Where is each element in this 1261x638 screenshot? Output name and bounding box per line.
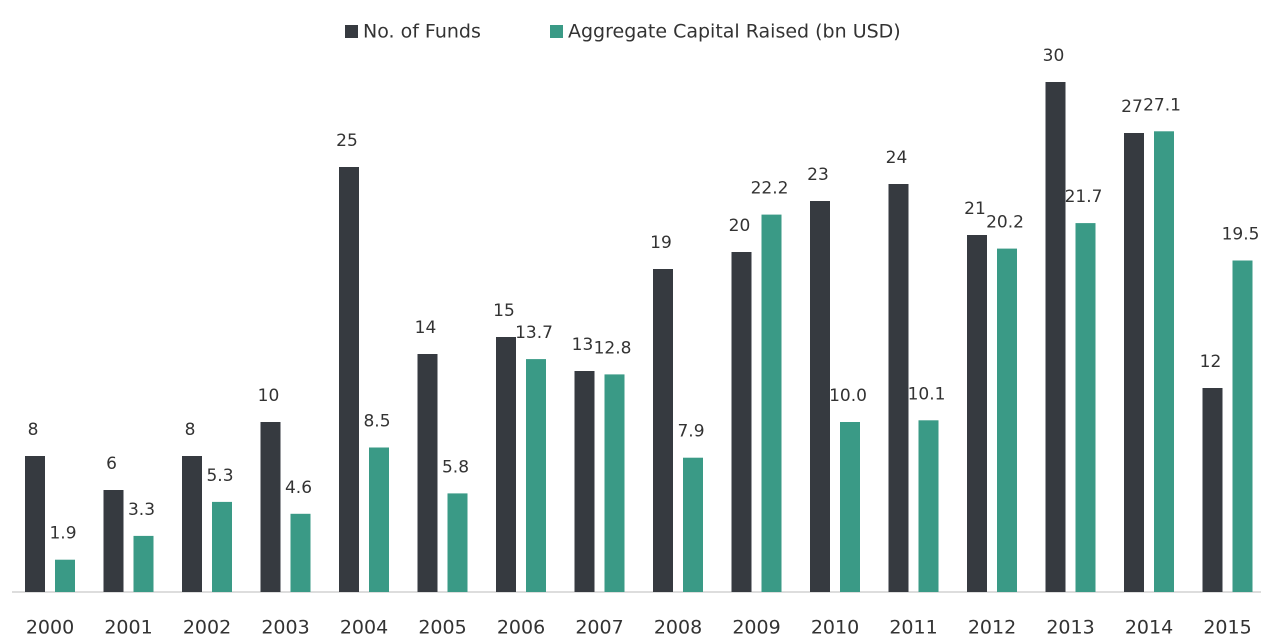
value-label: 8	[28, 420, 39, 440]
bar	[1154, 131, 1174, 593]
bar	[918, 420, 939, 592]
value-label: 12	[1200, 352, 1222, 372]
value-label: 24	[886, 148, 908, 168]
value-label: 19.5	[1222, 225, 1260, 245]
value-label: 1.9	[49, 524, 76, 544]
x-tick-label: 2011	[889, 617, 937, 638]
bar	[290, 513, 311, 592]
value-label: 27	[1121, 97, 1143, 117]
value-label: 25	[336, 131, 358, 151]
value-label: 6	[106, 454, 117, 474]
value-label: 8.5	[363, 412, 390, 432]
x-tick-label: 2013	[1046, 617, 1094, 638]
x-tick-label: 2010	[811, 617, 859, 638]
value-label: 22.2	[751, 179, 789, 199]
bar	[339, 167, 359, 592]
bar	[1202, 388, 1223, 592]
value-label: 3.3	[128, 500, 155, 520]
x-tick-label: 2015	[1203, 617, 1251, 638]
x-tick-label: 2014	[1125, 617, 1173, 638]
legend-swatch	[345, 25, 358, 38]
bar	[888, 184, 909, 592]
bar	[1075, 223, 1096, 592]
value-label: 13.7	[515, 323, 553, 343]
x-tick-label: 2000	[26, 617, 74, 638]
value-label: 10	[258, 386, 280, 406]
x-tick-label: 2004	[340, 617, 388, 638]
x-tick-label: 2008	[654, 617, 702, 638]
value-label: 13	[572, 335, 594, 355]
bar	[260, 422, 281, 592]
value-label: 10.0	[829, 386, 867, 406]
value-label: 14	[415, 318, 437, 338]
bar	[574, 371, 595, 592]
value-label: 30	[1043, 46, 1065, 66]
value-label: 8	[185, 420, 196, 440]
x-tick-label: 2007	[575, 617, 623, 638]
value-label: 21.7	[1065, 187, 1103, 207]
value-label: 12.8	[594, 338, 632, 358]
value-label: 20.2	[986, 213, 1024, 233]
bar	[810, 201, 830, 592]
bar	[967, 235, 987, 592]
bar	[55, 559, 75, 592]
x-tick-label: 2006	[497, 617, 545, 638]
bar	[683, 457, 703, 592]
value-label: 27.1	[1143, 95, 1181, 115]
value-label: 7.9	[677, 422, 704, 442]
bar	[1232, 260, 1253, 592]
value-label: 23	[807, 165, 829, 185]
x-tick-label: 2003	[261, 617, 309, 638]
bar	[1045, 82, 1066, 592]
value-label: 4.6	[285, 478, 312, 498]
legend-label: No. of Funds	[363, 21, 481, 43]
x-tick-label: 2005	[418, 617, 466, 638]
bar	[653, 269, 673, 592]
bar	[25, 456, 45, 592]
value-label: 10.1	[908, 384, 946, 404]
x-tick-label: 2001	[104, 617, 152, 638]
bar	[103, 490, 124, 592]
value-label: 20	[729, 216, 751, 236]
bar	[496, 337, 516, 592]
value-label: 19	[650, 233, 672, 253]
bar	[604, 374, 625, 592]
value-label: 21	[964, 199, 986, 219]
bar	[369, 447, 389, 592]
bar	[212, 501, 232, 592]
legend-label: Aggregate Capital Raised (bn USD)	[568, 21, 901, 43]
x-tick-label: 2012	[968, 617, 1016, 638]
value-label: 15	[493, 301, 515, 321]
bar	[133, 535, 154, 592]
bar	[731, 252, 752, 592]
bar	[1124, 133, 1144, 592]
x-tick-label: 2009	[732, 617, 780, 638]
bar	[526, 359, 546, 592]
bar	[997, 248, 1017, 592]
bar	[182, 456, 202, 592]
value-label: 5.8	[442, 457, 469, 477]
legend-swatch	[550, 25, 563, 38]
x-tick-label: 2002	[183, 617, 231, 638]
bar	[761, 214, 782, 592]
bar	[447, 493, 468, 592]
value-label: 5.3	[206, 466, 233, 486]
bar	[417, 354, 438, 592]
bar	[840, 422, 860, 592]
